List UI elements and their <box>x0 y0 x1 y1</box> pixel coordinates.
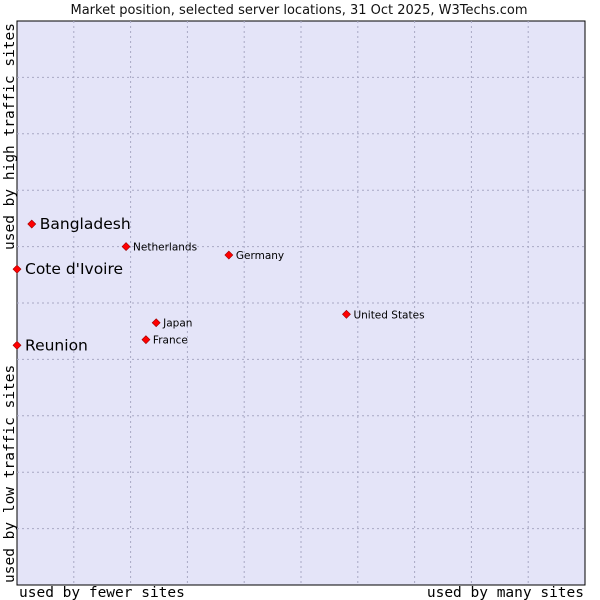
point-marker-cote-d-ivoire <box>12 264 22 274</box>
point-marker-japan <box>151 318 161 328</box>
point-marker-france <box>141 335 151 345</box>
y-axis-label-top: used by high traffic sites <box>2 23 18 250</box>
point-label-france: France <box>153 335 188 347</box>
point-marker-united-states <box>342 309 351 319</box>
point-label-bangladesh: Bangladesh <box>40 215 131 233</box>
point-label-cote-d-ivoire: Cote d'Ivoire <box>25 260 123 278</box>
grid-lines <box>17 21 585 585</box>
point-marker-netherlands <box>121 242 131 252</box>
point-label-germany: Germany <box>236 250 284 262</box>
point-label-united-states: United States <box>353 309 424 321</box>
y-axis-label-bottom: used by low traffic sites <box>2 365 18 583</box>
data-points: Bangladesh Cote d'Ivoire Reunion Netherland… <box>12 215 425 354</box>
point-marker-germany <box>224 250 234 260</box>
point-label-japan: Japan <box>162 318 192 330</box>
chart-title: Market position, selected server locatio… <box>70 3 527 18</box>
x-axis-label-right: used by many sites <box>427 585 584 600</box>
x-axis-label-left: used by fewer sites <box>19 585 185 600</box>
point-label-netherlands: Netherlands <box>133 242 197 254</box>
point-marker-bangladesh <box>27 219 37 229</box>
point-label-reunion: Reunion <box>25 336 88 354</box>
point-marker-reunion <box>12 340 22 350</box>
